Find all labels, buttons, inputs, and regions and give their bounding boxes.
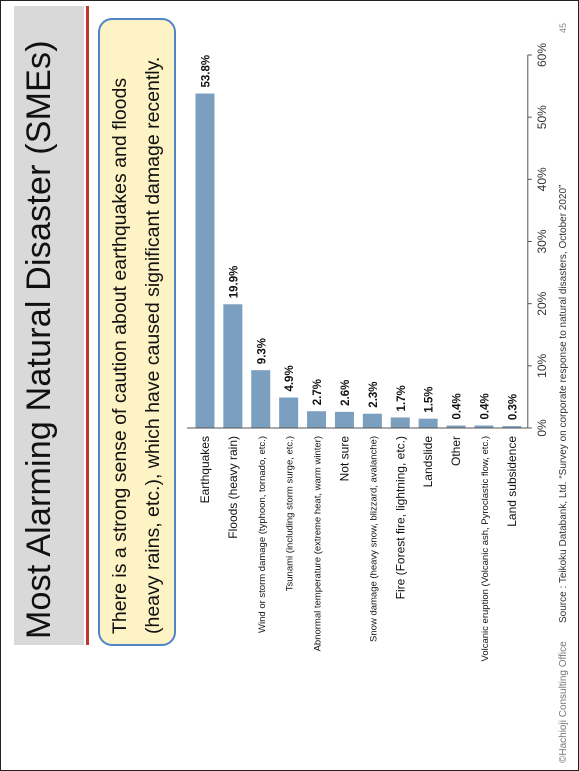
bar (279, 397, 299, 428)
data-label: 19.9% (228, 266, 240, 299)
data-label: 2.7% (312, 379, 324, 405)
bar (195, 93, 215, 428)
category-label: Wind or storm damage (typhoon, tornado, … (257, 436, 268, 633)
category-label: Other (449, 436, 463, 466)
bar (223, 304, 243, 428)
copyright-notice: ©Hachioji Consulting Office (558, 641, 569, 763)
bar (474, 425, 494, 428)
data-label: 1.7% (396, 385, 408, 411)
x-tick-label: 30% (535, 229, 549, 253)
category-label: Tsunami (including storm surge, etc.) (285, 436, 296, 591)
category-label: Volcanic eruption (Volcanic ash, Pyrocla… (480, 436, 491, 661)
x-tick-label: 50% (535, 105, 549, 129)
data-label: 9.3% (256, 338, 268, 364)
data-label: 0.3% (507, 394, 519, 420)
category-label: Earthquakes (198, 436, 212, 503)
data-label: 1.5% (424, 386, 436, 412)
bar (418, 418, 438, 428)
category-label: Fire (Forest fire, lightning, etc.) (393, 436, 407, 599)
source-note: Source : Teikoku Databank, Ltd. “Survey … (558, 184, 569, 623)
data-label: 0.4% (452, 393, 464, 419)
data-label: 53.8% (200, 55, 212, 88)
bar (307, 411, 327, 428)
data-label: 0.4% (479, 393, 491, 419)
page-number: 45 (558, 22, 568, 33)
bar (446, 425, 466, 428)
x-tick-label: 10% (535, 354, 549, 378)
bar (362, 413, 382, 428)
x-tick-label: 60% (535, 43, 549, 67)
bar (390, 417, 410, 428)
data-label: 4.9% (284, 365, 296, 391)
data-label: 2.3% (368, 381, 380, 407)
bar (334, 411, 354, 428)
data-label: 2.6% (340, 380, 352, 406)
x-tick-label: 20% (535, 291, 549, 315)
bar (251, 370, 271, 428)
category-label: Land subsidence (505, 436, 519, 527)
x-tick-label: 40% (535, 167, 549, 191)
category-label: Snow damage (heavy snow, blizzard, avala… (368, 436, 379, 642)
category-label: Floods (heavy rain) (226, 436, 240, 539)
category-label: Landslide (421, 436, 435, 488)
x-tick-label: 0% (535, 419, 549, 437)
category-label: Abnormal temperature (extreme heat, warm… (313, 436, 324, 651)
category-label: Not sure (337, 436, 351, 482)
